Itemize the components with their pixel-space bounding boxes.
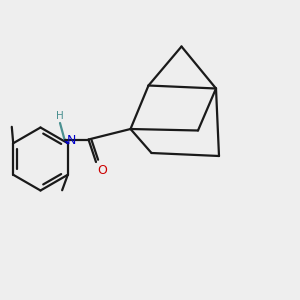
Text: N: N — [67, 134, 76, 148]
Text: H: H — [56, 111, 64, 121]
Text: O: O — [98, 164, 107, 177]
